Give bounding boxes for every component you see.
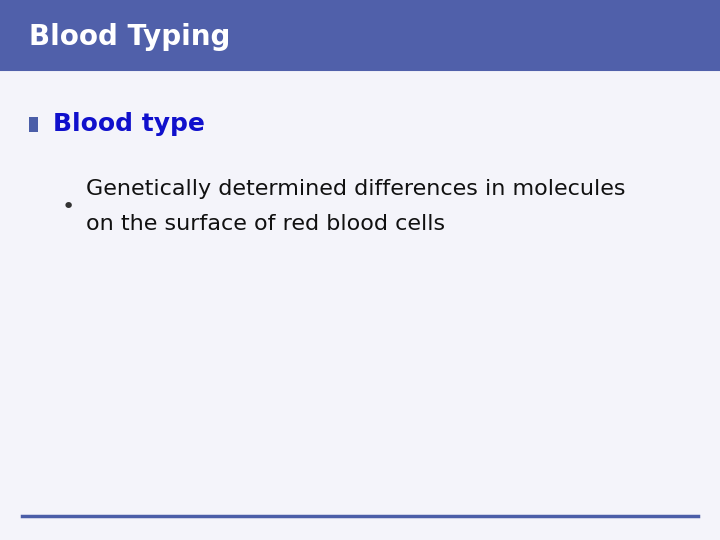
Text: Genetically determined differences in molecules: Genetically determined differences in mo… — [86, 179, 626, 199]
Bar — [29, 117, 38, 132]
Bar — [0, 0, 720, 70]
Text: Blood Typing: Blood Typing — [29, 23, 230, 51]
Text: Blood type: Blood type — [53, 112, 204, 136]
Text: on the surface of red blood cells: on the surface of red blood cells — [86, 214, 446, 234]
Text: •: • — [62, 197, 75, 217]
